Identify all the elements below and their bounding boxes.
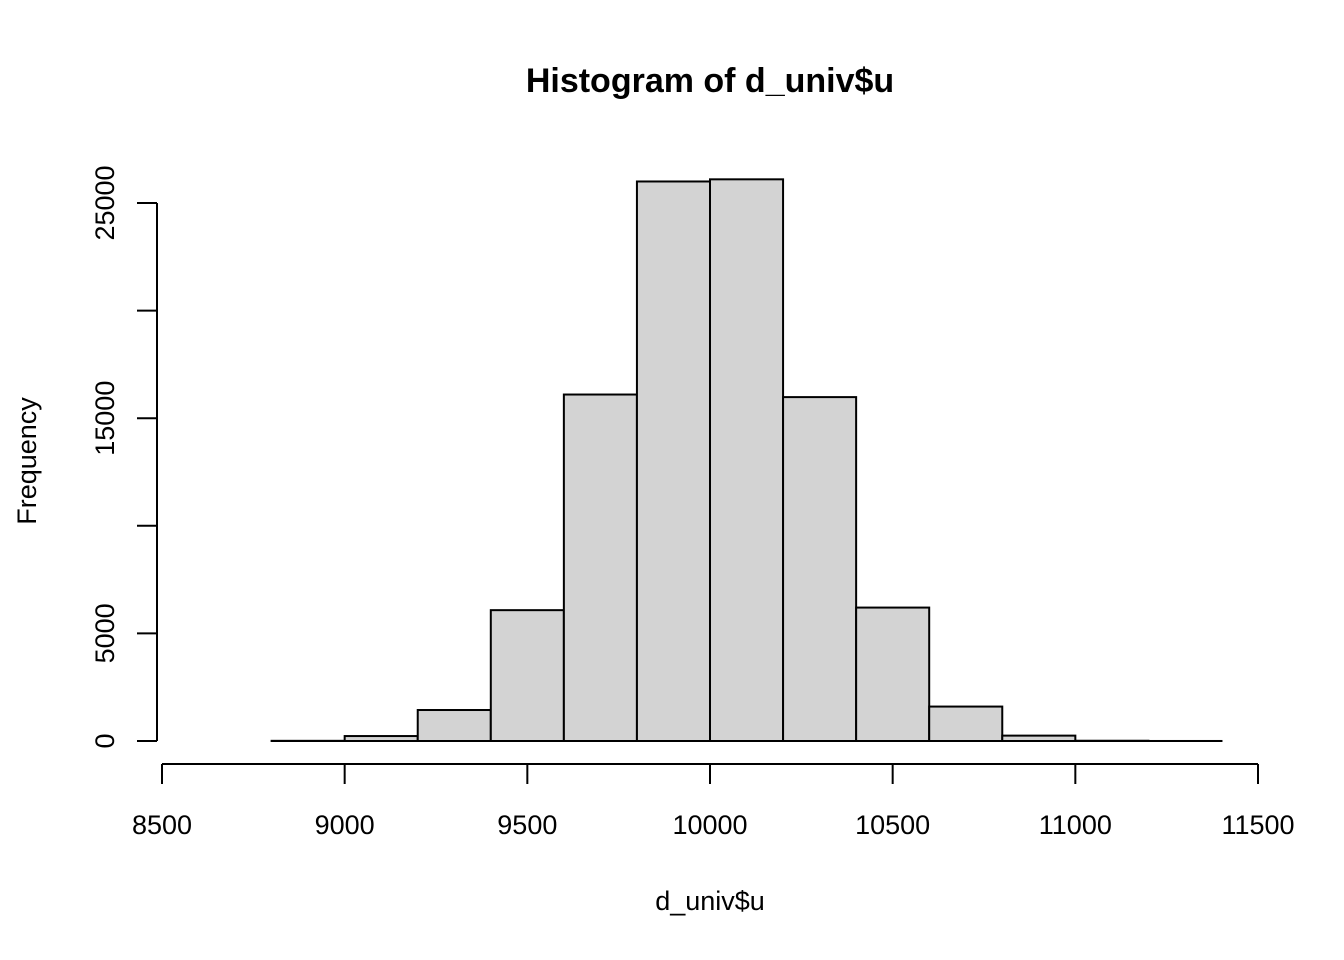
x-tick-label: 10000 xyxy=(672,810,747,840)
histogram-bar xyxy=(782,396,858,742)
histogram-bar xyxy=(416,709,492,743)
histogram-bar xyxy=(562,393,638,742)
bars-group xyxy=(270,178,1223,743)
y-tick-label: 25000 xyxy=(90,165,120,240)
x-tick-label: 10500 xyxy=(855,810,930,840)
histogram-bar xyxy=(928,705,1004,742)
x-tick-label: 8500 xyxy=(132,810,192,840)
chart-title: Histogram of d_univ$u xyxy=(526,62,894,100)
y-tick-label: 0 xyxy=(90,733,120,748)
histogram-bar xyxy=(489,609,565,742)
histogram-bar xyxy=(855,606,931,742)
y-axis-label: Frequency xyxy=(12,397,42,525)
histogram-bar xyxy=(1001,734,1077,742)
x-tick-label: 11000 xyxy=(1039,810,1112,840)
histogram-bar xyxy=(343,735,419,743)
x-tick-label: 9000 xyxy=(315,810,375,840)
x-axis-label: d_univ$u xyxy=(655,886,765,916)
histogram-bar xyxy=(635,180,712,743)
x-axis: 8500 9000 9500 10000 10500 11000 11500 xyxy=(132,763,1295,840)
x-tick-label: 9500 xyxy=(497,810,557,840)
y-tick-label: 5000 xyxy=(90,603,120,663)
y-axis: 0 5000 15000 25000 xyxy=(90,165,158,749)
y-tick-label: 15000 xyxy=(90,381,120,456)
histogram-bar xyxy=(709,178,785,742)
x-tick-label: 11500 xyxy=(1221,810,1294,840)
